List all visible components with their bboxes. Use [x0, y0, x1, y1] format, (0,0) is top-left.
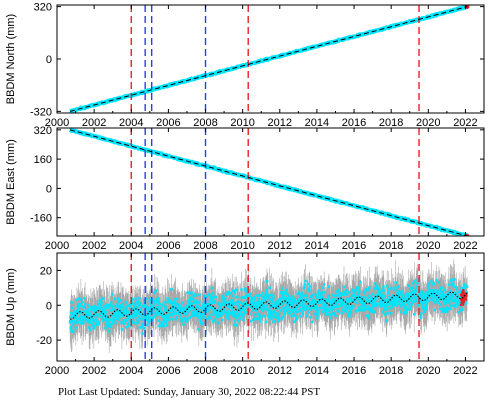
north-y-tick-label: 320	[34, 2, 52, 14]
up-x-tick-label: 2020	[416, 365, 440, 377]
up-y-tick-label: 20	[40, 265, 52, 277]
east-x-tick-label: 2008	[193, 240, 217, 252]
up-event-lines	[130, 253, 420, 361]
east-x-tick-label: 2016	[342, 240, 366, 252]
north-x-tick-label: 2006	[156, 117, 180, 129]
north-y-tick-label: -320	[30, 106, 52, 118]
north-x-tick-label: 2002	[82, 117, 106, 129]
up-y-tick-label: -20	[36, 335, 52, 347]
east-x-tick-label: 2010	[230, 240, 254, 252]
up-x-tick-label: 2004	[119, 365, 143, 377]
up-x-tick-label: 2022	[453, 365, 477, 377]
north-y-tick-label: 0	[46, 54, 52, 66]
north-x-tick-label: 2016	[342, 117, 366, 129]
up-y-tick-label: 0	[46, 300, 52, 312]
north-data-layer	[68, 5, 470, 113]
north-x-tick-label: 2014	[305, 117, 329, 129]
up-data-points	[68, 278, 469, 335]
up-x-tick-label: 2010	[230, 365, 254, 377]
east-x-tick-label: 2006	[156, 240, 180, 252]
north-x-tick-label: 2022	[453, 117, 477, 129]
east-event-lines	[130, 128, 420, 236]
east-axes: 2000 2002 2004 2006 2008 2010 2012 2014 2016 2018…	[30, 125, 485, 252]
plot-last-updated: Plot Last Updated: Sunday, January 30, 2…	[58, 386, 320, 398]
up-x-tick-label: 2008	[193, 365, 217, 377]
panel-up: 2000 2002 2004 2006 2008 2010 2012 2014 2016 2018…	[5, 252, 485, 377]
east-plot-frame	[56, 127, 485, 237]
east-model-line-path	[69, 129, 468, 237]
east-x-tick-label: 2018	[379, 240, 403, 252]
up-y-axis-label: BBDM Up (mm)	[5, 268, 17, 346]
up-x-tick-label: 2016	[342, 365, 366, 377]
east-data-layer	[68, 128, 470, 236]
up-recent-points	[459, 289, 468, 306]
panel-north: 2000 2002 2004 2006 2008 2010 2012 2014 2016 2018…	[5, 2, 485, 129]
east-y-tick-label: 320	[34, 125, 52, 137]
east-x-tick-label: 2000	[45, 240, 69, 252]
north-model-line-path	[69, 6, 468, 112]
east-model-line	[69, 129, 468, 237]
up-axes: 2000 2002 2004 2006 2008 2010 2012 2014 2016 2018…	[36, 253, 485, 377]
east-data-band	[68, 128, 469, 236]
up-x-tick-label: 2000	[45, 365, 69, 377]
up-data-layer	[68, 259, 469, 353]
north-y-axis-label: BBDM North (mm)	[5, 14, 17, 104]
east-y-tick-label: 0	[46, 183, 52, 195]
north-x-tick-label: 2008	[193, 117, 217, 129]
east-x-tick-label: 2012	[268, 240, 292, 252]
up-x-tick-label: 2018	[379, 365, 403, 377]
east-x-tick-label: 2020	[416, 240, 440, 252]
north-axes: 2000 2002 2004 2006 2008 2010 2012 2014 2016 2018…	[30, 2, 485, 129]
east-x-tick-label: 2022	[453, 240, 477, 252]
north-x-tick-label: 2018	[379, 117, 403, 129]
east-x-tick-label: 2004	[119, 240, 143, 252]
up-model-curve	[69, 291, 468, 320]
north-event-lines	[130, 5, 420, 113]
up-model-line	[69, 291, 468, 320]
north-x-tick-label: 2012	[268, 117, 292, 129]
east-y-tick-label: -160	[30, 213, 52, 225]
up-x-tick-label: 2006	[156, 365, 180, 377]
east-x-tick-label: 2002	[82, 240, 106, 252]
up-x-tick-label: 2014	[305, 365, 329, 377]
up-plot-frame	[56, 252, 485, 362]
north-model-line	[69, 6, 468, 112]
up-x-tick-label: 2002	[82, 365, 106, 377]
east-x-tick-label: 2014	[305, 240, 329, 252]
east-y-axis-label: BBDM East (mm)	[5, 139, 17, 225]
north-data-band	[68, 5, 469, 113]
east-y-tick-label: 160	[34, 154, 52, 166]
up-x-tick-label: 2012	[268, 365, 292, 377]
north-x-tick-label: 2020	[416, 117, 440, 129]
north-x-tick-label: 2000	[45, 117, 69, 129]
north-x-tick-label: 2004	[119, 117, 143, 129]
north-x-tick-label: 2010	[230, 117, 254, 129]
panel-east: 2000 2002 2004 2006 2008 2010 2012 2014 2016 2018…	[5, 125, 485, 252]
